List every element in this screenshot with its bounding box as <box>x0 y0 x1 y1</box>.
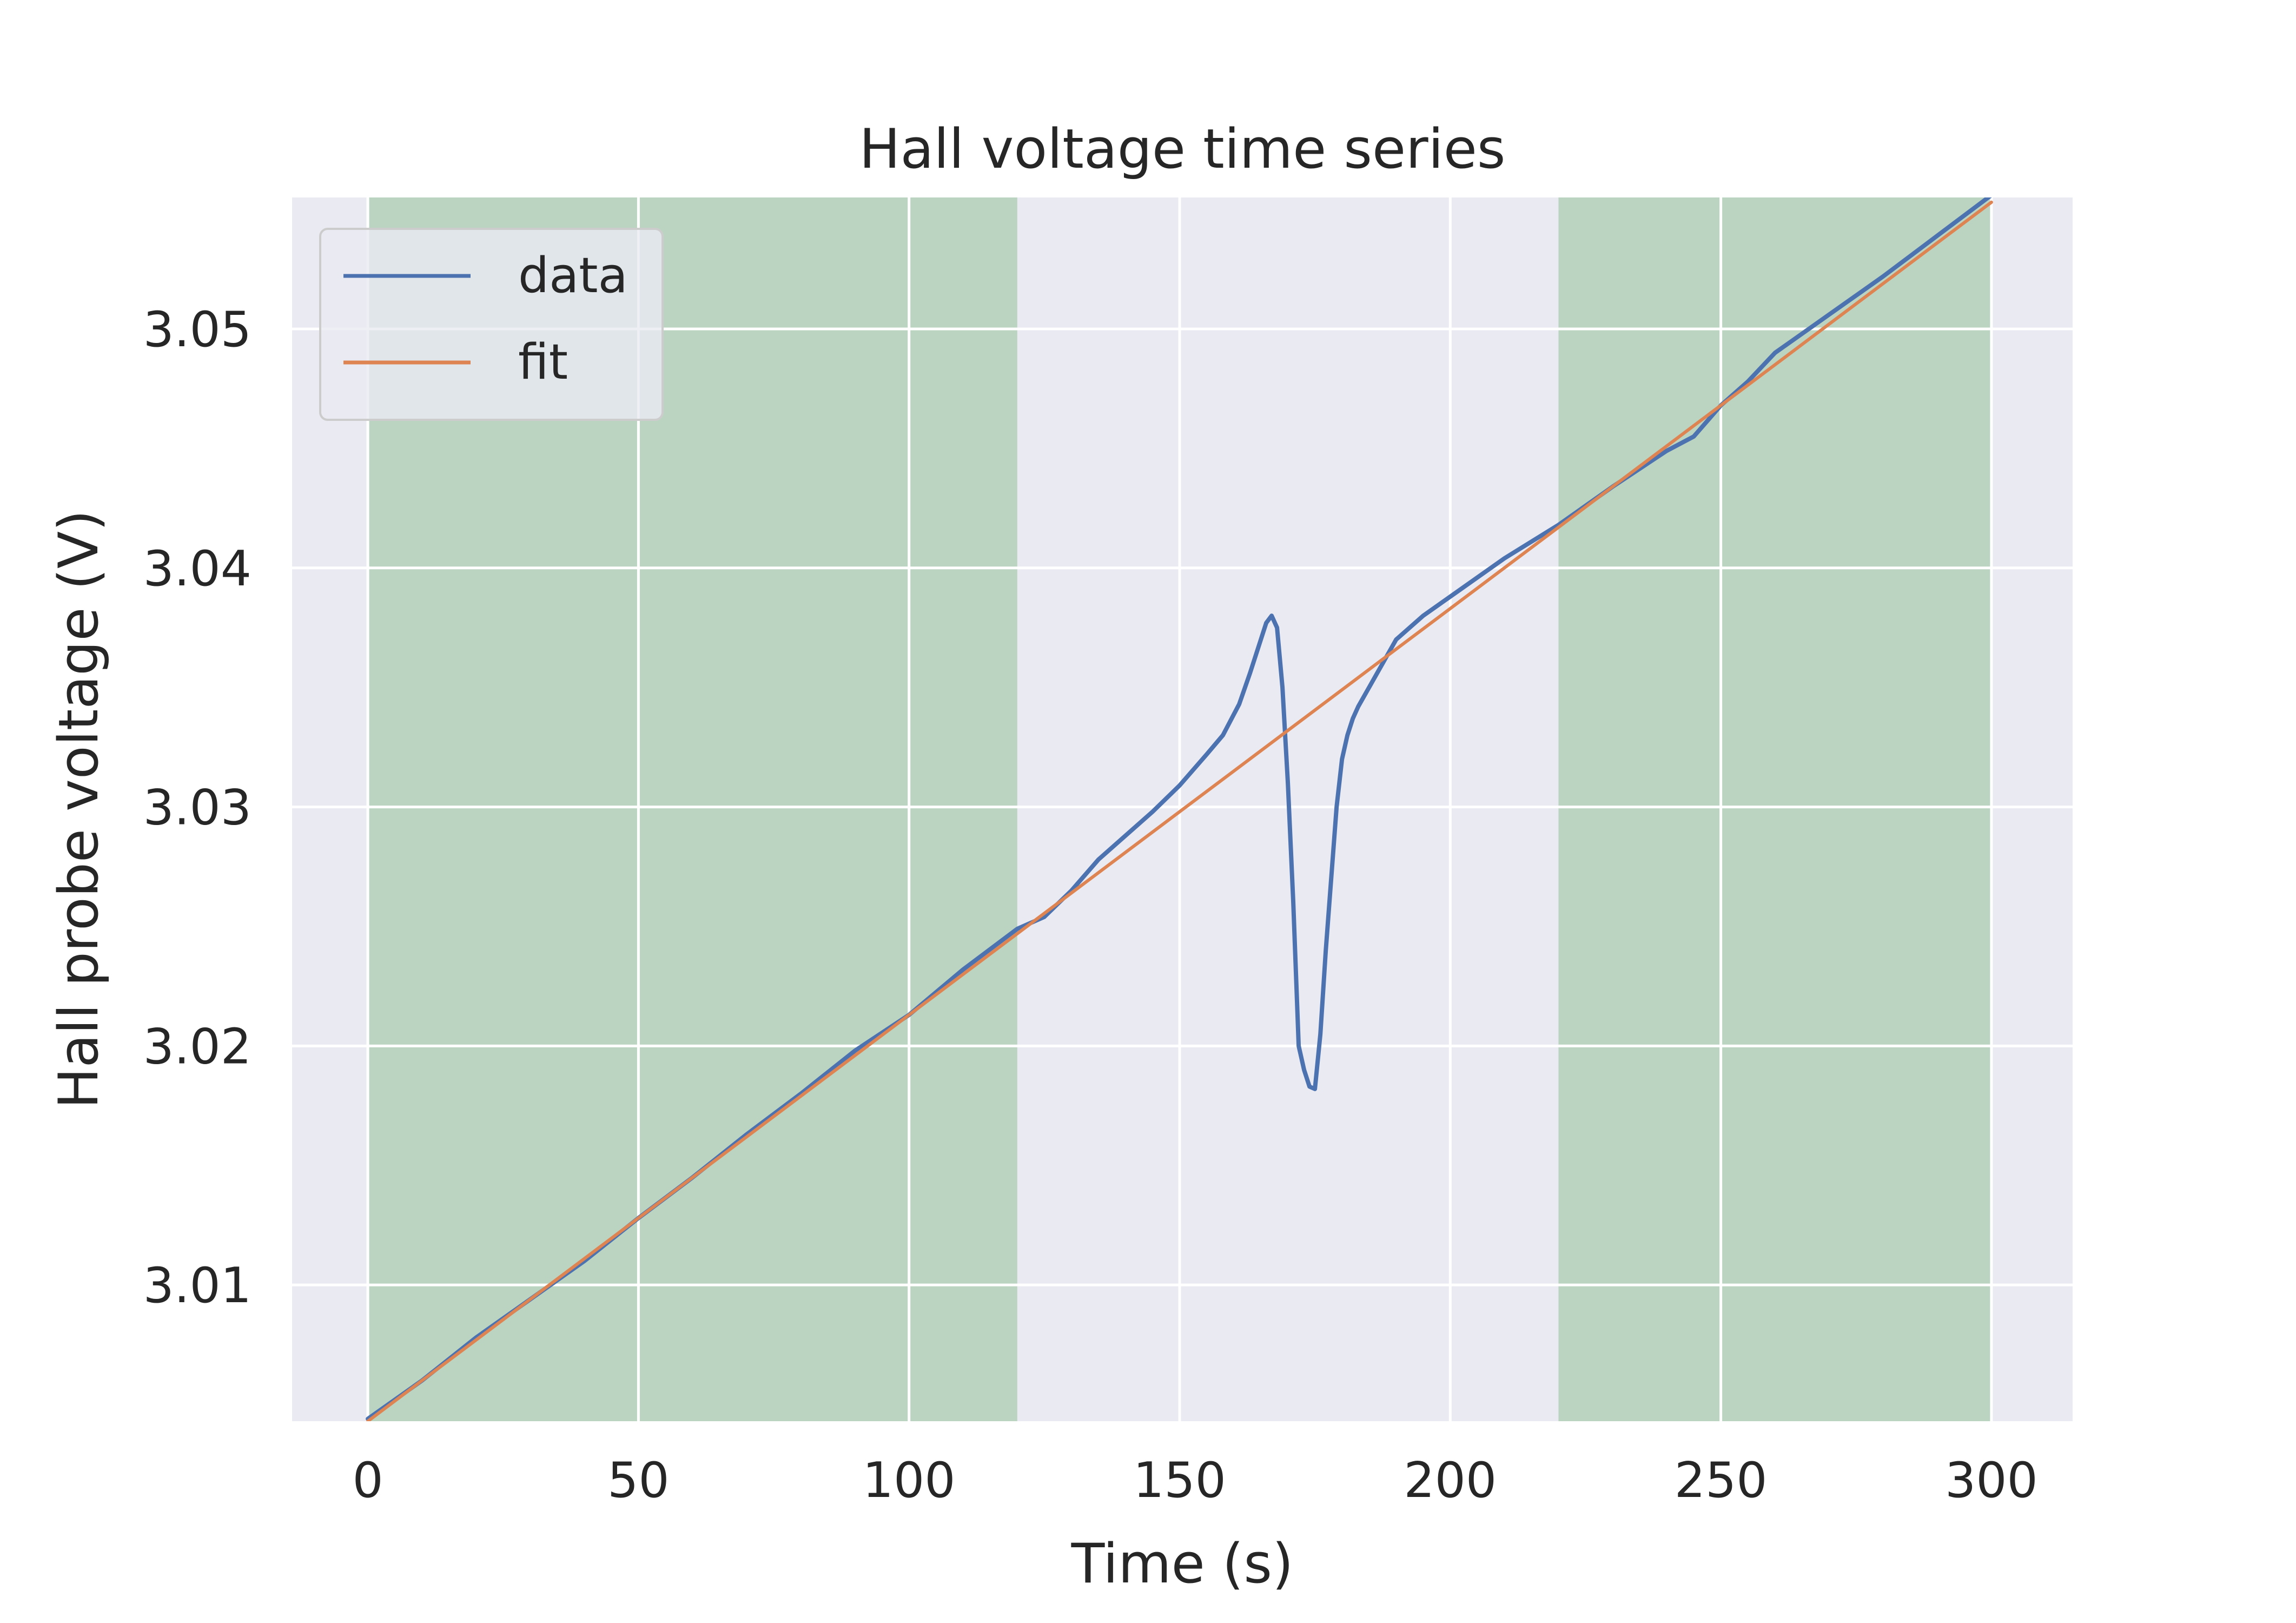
y-tick-label: 3.03 <box>143 780 252 836</box>
y-tick-labels: 3.01 3.02 3.03 3.04 3.05 <box>143 301 252 1314</box>
y-axis-label: Hall probe voltage (V) <box>47 510 110 1109</box>
series-line-fit <box>366 200 1993 1421</box>
chart-title: Hall voltage time series <box>859 117 1506 181</box>
series-layer <box>366 197 1993 1421</box>
x-tick-label: 300 <box>1945 1452 2038 1509</box>
legend-label-data: data <box>518 247 628 304</box>
x-tick-label: 200 <box>1404 1452 1497 1509</box>
x-axis-label: Time (s) <box>1071 1532 1294 1595</box>
y-tick-label: 3.01 <box>143 1257 252 1314</box>
x-tick-label: 50 <box>607 1452 670 1509</box>
legend: data fit <box>319 228 664 421</box>
legend-label-fit: fit <box>518 334 568 391</box>
y-tick-label: 3.05 <box>143 301 252 358</box>
x-tick-label: 150 <box>1133 1452 1226 1509</box>
shaded-region-1 <box>1558 197 1991 1421</box>
x-tick-label: 100 <box>863 1452 956 1509</box>
x-tick-labels: 0 50 100 150 200 250 300 <box>352 1452 2037 1509</box>
y-tick-label: 3.02 <box>143 1018 252 1075</box>
x-tick-label: 0 <box>352 1452 383 1509</box>
y-tick-label: 3.04 <box>143 540 252 597</box>
x-tick-label: 250 <box>1675 1452 1768 1509</box>
